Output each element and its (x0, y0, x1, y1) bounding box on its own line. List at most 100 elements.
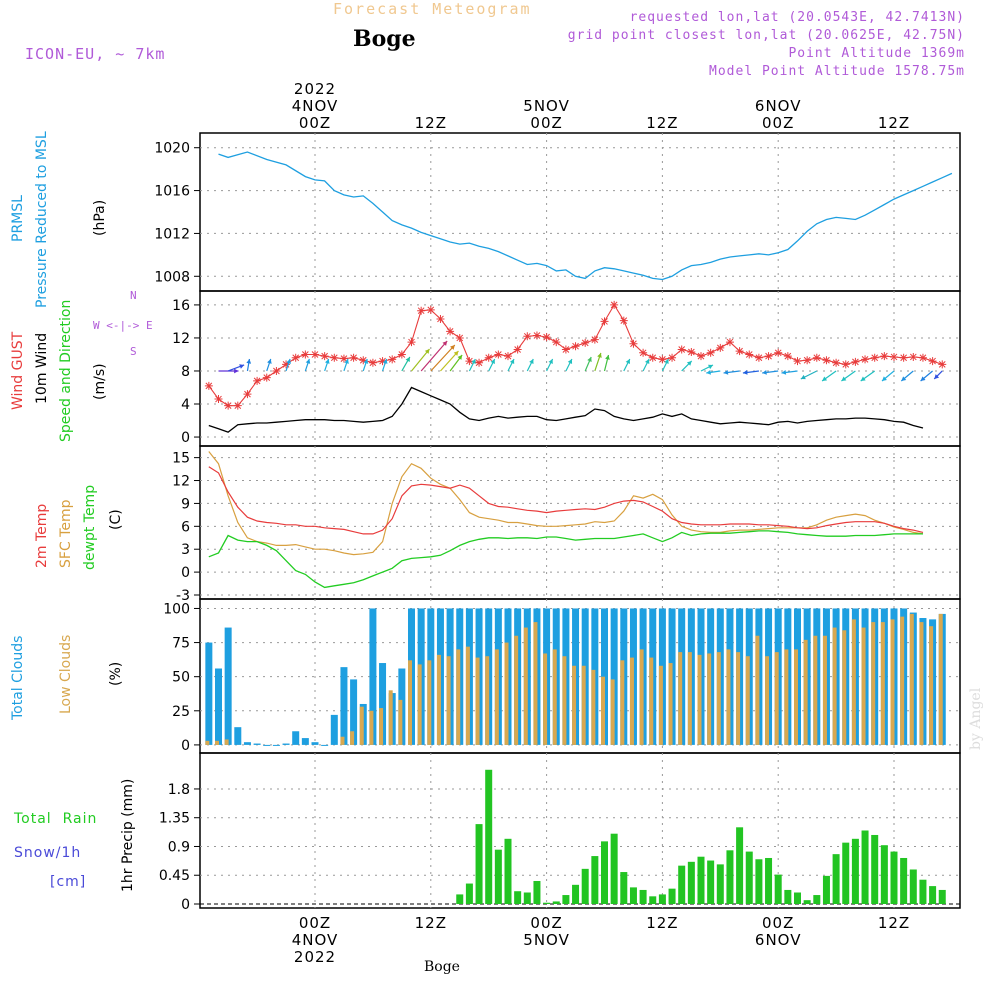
y-tick-label: 6 (181, 519, 190, 535)
rain-label: Total Rain (14, 811, 98, 827)
time-label: 00Z (530, 914, 562, 932)
gust-point-marker (349, 353, 358, 362)
y-tick-label: 1008 (154, 269, 190, 285)
gust-point-marker (224, 401, 233, 410)
total-clouds-bar (263, 744, 271, 746)
gust-point-marker (783, 352, 792, 361)
gust-point-marker (301, 350, 310, 359)
wind-arrow-head (882, 376, 887, 381)
gust-point-marker (291, 353, 300, 362)
wind-arrow-head (567, 358, 573, 364)
y-tick-label: 1.35 (159, 811, 190, 827)
wind-arrow-head (405, 356, 410, 362)
y-tick-label: 9 (181, 496, 190, 512)
gust-point-marker (668, 353, 677, 362)
y-tick-label: 25 (172, 704, 190, 720)
wind-arrow-head (860, 376, 866, 381)
rain-bar (832, 854, 840, 904)
time-label: 2022 (294, 948, 336, 966)
point-altitude: Point Altitude 1369m (788, 46, 965, 61)
low-clouds-bar (629, 657, 634, 745)
time-label: 2022 (294, 80, 336, 98)
low-clouds-bar (205, 740, 210, 745)
gust-point-marker (455, 333, 464, 342)
low-clouds-bar (224, 739, 229, 745)
gust-point-marker (590, 335, 599, 344)
low-clouds-bar (620, 660, 625, 745)
rain-bar (543, 902, 551, 904)
y-tick-label: 8 (181, 364, 190, 380)
wind-arrow-head (382, 358, 388, 364)
gust-point-marker (697, 352, 705, 361)
total-clouds-bar (272, 744, 280, 746)
wind-arrow-head (781, 370, 787, 375)
wind-direction-arrow (411, 348, 430, 372)
low-clouds-bar (465, 646, 470, 745)
low-clouds-bar (485, 656, 490, 745)
low-clouds-bar (929, 626, 934, 745)
gust-point-marker (214, 395, 223, 404)
model-altitude: Model Point Altitude 1578.75m (709, 64, 965, 79)
low-clouds-bar (832, 627, 837, 745)
rain-bar (803, 900, 811, 904)
y-tick-label: 12 (172, 474, 190, 490)
low-clouds-bar (446, 656, 451, 745)
precip-panel: 0 0.45 0.9 1.35 1.8 (159, 752, 961, 913)
wind-direction-arrow (440, 350, 459, 372)
y-tick-label: 1012 (154, 226, 190, 242)
low-clouds-bar (822, 635, 827, 745)
y-tick-label: 4 (181, 397, 190, 413)
gust-point-marker (388, 355, 397, 364)
rain-bar (861, 830, 869, 904)
gust-point-marker (793, 357, 802, 366)
wind-arrow-head (644, 358, 650, 364)
wind-direction-arrow (430, 344, 456, 372)
low-clouds-bar (379, 708, 384, 745)
time-label: 6NOV (755, 97, 802, 115)
low-clouds-bar (456, 649, 461, 745)
low-clouds-bar (890, 619, 895, 745)
y-tick-label: 3 (181, 542, 190, 558)
wind-arrow-head (723, 370, 729, 375)
y-tick-label: 1016 (154, 184, 190, 200)
low-clouds-bar (687, 652, 692, 745)
low-clouds-bar (436, 654, 441, 745)
wind-arrow-head (625, 358, 630, 364)
low-clouds-bar (601, 676, 605, 745)
rain-bar (678, 865, 686, 904)
rain-bar (900, 857, 908, 904)
location-title: Boge (353, 26, 416, 52)
time-label: 12Z (646, 914, 678, 932)
gust-point-marker (706, 348, 715, 357)
rain-bar (707, 860, 715, 904)
wind-arrow-head (587, 356, 592, 362)
gust-point-marker (600, 317, 609, 326)
y-tick-label: 0 (181, 430, 190, 446)
wind-dir-label: Speed and Direction (58, 299, 74, 442)
gust-point-marker (851, 357, 860, 366)
low-clouds-label: Low Clouds (58, 634, 74, 714)
low-clouds-bar (658, 665, 663, 745)
low-clouds-bar (861, 627, 866, 745)
product-title: Forecast Meteogram (333, 0, 532, 18)
wind-arrow-head (664, 358, 669, 364)
gust-point-marker (629, 339, 638, 348)
total-clouds-bar (340, 667, 348, 745)
y-tick-label: 0 (181, 897, 190, 913)
total-clouds-bar (215, 668, 222, 745)
low-clouds-bar (794, 649, 798, 745)
model-label: ICON-EU, ~ 7km (25, 45, 166, 63)
wind-arrow-head (442, 340, 448, 346)
rain-bar (716, 864, 724, 904)
gust-point-marker (475, 358, 484, 367)
low-clouds-bar (755, 635, 760, 745)
time-label: 00Z (530, 114, 562, 132)
gust-point-marker (417, 306, 426, 315)
gust-point-marker (272, 366, 281, 375)
gust-point-marker (532, 331, 541, 340)
low-clouds-bar (909, 613, 914, 745)
total-clouds-bar (610, 608, 618, 745)
total-clouds-bar (243, 742, 251, 745)
wind10-series-line (208, 386, 924, 433)
